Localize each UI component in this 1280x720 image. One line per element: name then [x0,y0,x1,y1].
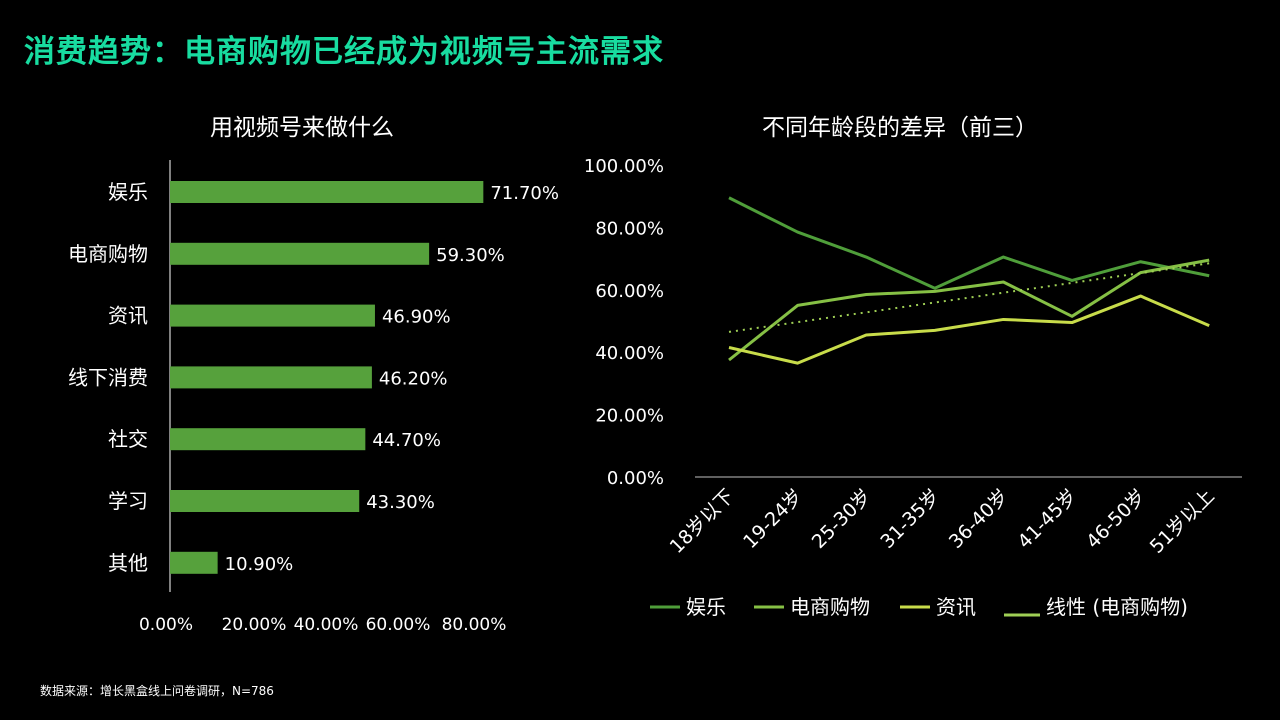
line-y-tick-label: 40.00% [595,343,664,364]
line-x-category-label: 25-30岁 [808,485,876,553]
bar-2 [170,304,375,327]
line-y-tick-label: 20.00% [595,406,664,427]
bar-3 [170,366,372,389]
bar-category-label: 资讯 [108,304,148,328]
line-x-category-label: 41-45岁 [1013,485,1081,553]
bar-category-label: 线下消费 [68,365,148,389]
bar-value-label: 44.70% [372,430,441,451]
bar-x-tick-label: 80.00% [442,615,507,635]
bar-value-label: 43.30% [366,492,435,513]
bar-value-label: 46.20% [379,368,448,389]
bar-0 [170,181,484,203]
line-y-tick-label: 60.00% [595,281,664,302]
bar-value-label: 71.70% [490,183,559,204]
bar-chart-title: 用视频号来做什么 [210,115,394,141]
bar-value-label: 46.90% [382,307,451,328]
line-y-tick-label: 80.00% [595,218,664,239]
bar-category-label: 其他 [108,551,148,575]
line-y-tick-label: 0.00% [607,468,664,489]
legend-label: 线性 (电商购物) [1046,595,1188,619]
line-x-category-label: 18岁以下 [666,485,739,558]
bar-chart: 娱乐 71.70% 电商购物 59.30% 资讯 46.90% 线下消费 46.20% 社交 44… [68,160,559,635]
series-line-yule [728,196,1210,290]
line-chart-title: 不同年龄段的差异（前三） [762,115,1038,141]
legend-label: 电商购物 [790,595,870,619]
series-line-zixun [728,294,1210,365]
line-x-category-label: 31-35岁 [876,485,944,553]
bar-6 [170,551,218,574]
bar-x-tick-label: 0.00% [139,615,193,635]
bar-category-label: 娱乐 [108,180,148,204]
bar-x-tick-label: 40.00% [294,615,359,635]
line-chart: 100.00% 80.00% 60.00% 40.00% 20.00% 0.00%18岁以… [584,156,1242,619]
bar-4 [170,428,366,451]
bar-value-label: 10.90% [225,554,294,575]
bar-category-label: 电商购物 [68,242,148,266]
bar-value-label: 59.30% [436,245,505,266]
legend-label: 娱乐 [686,595,726,619]
bar-x-tick-label: 60.00% [366,615,431,635]
bar-category-label: 学习 [108,489,148,513]
line-x-category-label: 36-40岁 [945,485,1013,553]
bar-x-tick-label: 20.00% [222,615,287,635]
slide-title: 消费趋势：电商购物已经成为视频号主流需求 [24,34,664,70]
bar-1 [170,242,430,265]
bar-category-label: 社交 [108,427,148,451]
series-line-dianshang [728,258,1210,362]
line-x-category-label: 46-50岁 [1082,485,1150,553]
data-source-note: 数据来源：增长黑盒线上问卷调研，N=786 [40,684,274,698]
legend-label: 资讯 [936,595,976,619]
bar-5 [170,490,360,512]
line-y-tick-label: 100.00% [584,156,664,177]
line-x-category-label: 19-24岁 [739,485,807,553]
line-x-category-label: 51岁以上 [1146,485,1219,558]
